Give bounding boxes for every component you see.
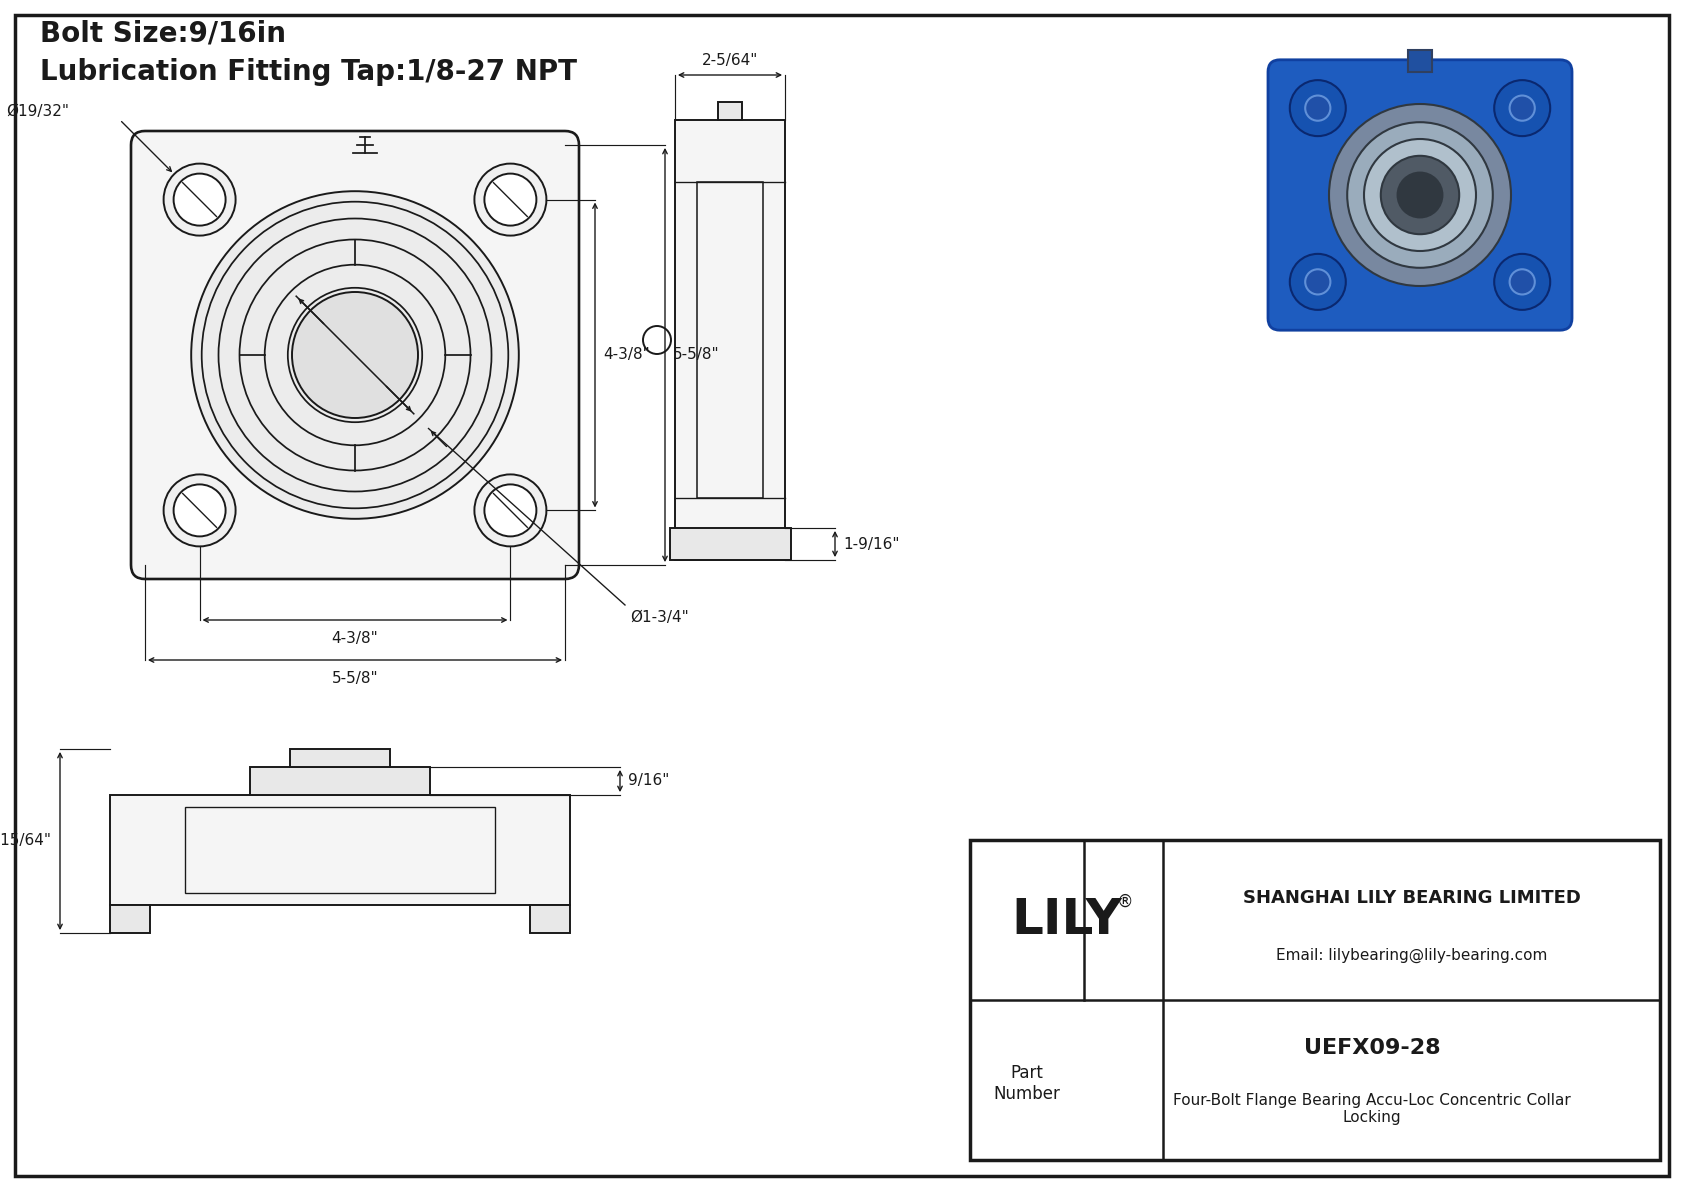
Text: 2-15/64": 2-15/64" (0, 834, 52, 848)
Circle shape (485, 174, 537, 225)
Bar (109, 905, 150, 933)
Circle shape (163, 474, 236, 547)
Text: 4-3/8": 4-3/8" (332, 630, 379, 646)
Circle shape (643, 326, 670, 354)
Bar (109, 796, 569, 905)
Circle shape (1347, 123, 1492, 268)
Text: Part
Number: Part Number (994, 1064, 1061, 1103)
Text: UEFX09-28: UEFX09-28 (1303, 1039, 1440, 1058)
Circle shape (173, 174, 226, 225)
Bar (1408, 50, 1431, 71)
Circle shape (1305, 269, 1330, 294)
Bar (970, 840, 1660, 1160)
Bar (290, 749, 391, 767)
Circle shape (1494, 254, 1551, 310)
Circle shape (475, 474, 546, 547)
Circle shape (485, 485, 537, 536)
Circle shape (1290, 80, 1346, 136)
Text: 5-5/8": 5-5/8" (674, 348, 719, 362)
Text: Four-Bolt Flange Bearing Accu-Loc Concentric Collar
Locking: Four-Bolt Flange Bearing Accu-Loc Concen… (1174, 1092, 1571, 1125)
Bar (697, 181, 763, 498)
Text: 2-5/64": 2-5/64" (702, 54, 758, 69)
Text: SHANGHAI LILY BEARING LIMITED: SHANGHAI LILY BEARING LIMITED (1243, 888, 1581, 906)
Text: 4-3/8": 4-3/8" (603, 348, 650, 362)
Text: Email: lilybearing@lily-bearing.com: Email: lilybearing@lily-bearing.com (1276, 948, 1548, 962)
Circle shape (1305, 95, 1330, 120)
Text: Ø1-3/4": Ø1-3/4" (630, 610, 689, 625)
FancyBboxPatch shape (131, 131, 579, 579)
Text: LILY: LILY (1010, 896, 1122, 944)
Bar (717, 102, 743, 120)
Circle shape (1364, 139, 1475, 251)
Text: ®: ® (1116, 893, 1133, 911)
Circle shape (291, 292, 418, 418)
Text: Ø19/32": Ø19/32" (7, 104, 69, 119)
Circle shape (173, 485, 226, 536)
Circle shape (1509, 95, 1534, 120)
Text: 1-9/16": 1-9/16" (844, 536, 899, 551)
Bar (670, 528, 790, 560)
Bar (185, 807, 495, 893)
Text: 9/16": 9/16" (628, 773, 669, 788)
Bar (249, 767, 429, 796)
Circle shape (1329, 104, 1511, 286)
Circle shape (1290, 254, 1346, 310)
Text: Lubrication Fitting Tap:1/8-27 NPT: Lubrication Fitting Tap:1/8-27 NPT (40, 58, 578, 86)
Circle shape (1509, 269, 1534, 294)
Circle shape (1494, 80, 1551, 136)
Circle shape (1398, 173, 1443, 218)
Bar (530, 905, 569, 933)
Circle shape (1381, 156, 1460, 235)
Text: Bolt Size:9/16in: Bolt Size:9/16in (40, 20, 286, 48)
Circle shape (475, 163, 546, 236)
Text: 5-5/8": 5-5/8" (332, 671, 379, 686)
Circle shape (192, 192, 519, 519)
Bar (675, 120, 785, 560)
FancyBboxPatch shape (1268, 60, 1571, 330)
Circle shape (163, 163, 236, 236)
